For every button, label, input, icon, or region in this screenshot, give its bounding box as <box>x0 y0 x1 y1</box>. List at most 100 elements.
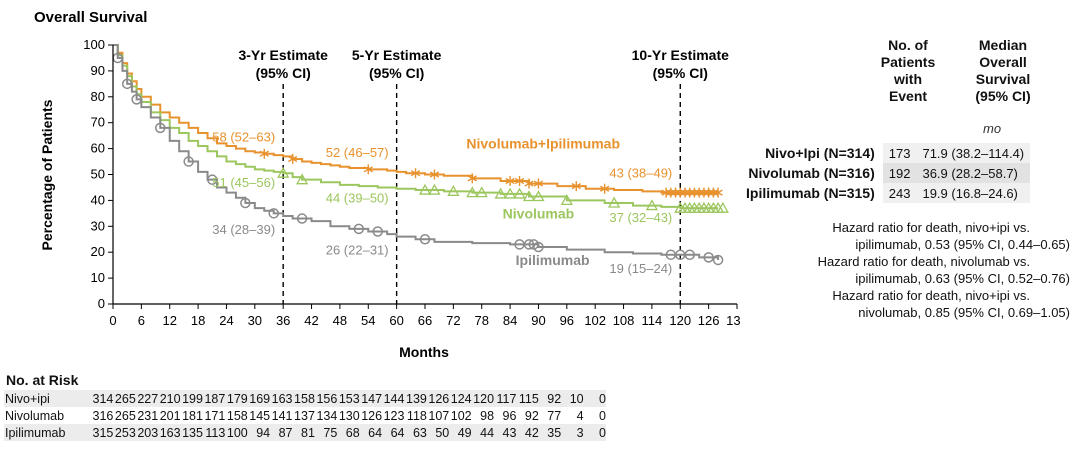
hazard-line: Hazard ratio for death, nivo+ipi vs. <box>832 220 1030 235</box>
x-tick-label: 54 <box>361 313 375 328</box>
risk-value: 135 <box>180 424 203 441</box>
risk-value: 201 <box>158 407 181 424</box>
risk-value: 115 <box>516 390 539 407</box>
censor-marker <box>353 223 365 235</box>
risk-row: Nivolumab 316 265 231 201 181 171 158 145 141 137 1… <box>4 407 606 424</box>
risk-value: 96 <box>494 407 517 424</box>
risk-value: 134 <box>314 407 338 424</box>
risk-table-title: No. at Risk <box>6 372 79 388</box>
censor-marker <box>287 153 298 164</box>
median-row-nivolumab: Nivolumab (N=316) 192 36.9 (28.2–58.7) <box>740 163 1031 183</box>
risk-value: 265 <box>113 390 136 407</box>
risk-value: 153 <box>337 390 360 407</box>
risk-value: 187 <box>202 390 226 407</box>
median-row-nivo-ipi: Nivo+Ipi (N=314) 173 71.9 (38.2–114.4) <box>740 143 1031 163</box>
estimate-value-label: 44 (39–50) <box>326 191 389 206</box>
censor-marker <box>207 174 218 185</box>
y-tick-label: 90 <box>91 63 105 78</box>
x-tick-label: 126 <box>698 313 720 328</box>
risk-value: 3 <box>561 424 584 441</box>
censor-marker <box>571 181 581 192</box>
x-tick-label: 42 <box>304 313 318 328</box>
censor-marker <box>533 241 544 253</box>
x-tick-label: 66 <box>418 313 432 328</box>
x-tick-label: 18 <box>191 313 205 328</box>
censor-marker <box>259 148 269 159</box>
risk-value: 137 <box>292 407 315 424</box>
censor-marker <box>410 168 421 179</box>
censor-marker <box>560 194 573 206</box>
median-value: 71.9 (38.2–114.4) <box>916 143 1031 163</box>
risk-value: 120 <box>471 390 495 407</box>
risk-value: 113 <box>202 424 226 441</box>
risk-row-label: Ipilimumab <box>4 424 91 441</box>
censor-marker <box>684 249 695 261</box>
censor-marker <box>514 175 525 186</box>
censor-marker <box>295 173 309 185</box>
survival-chart: Overall Survival 3-Yr Estimate (95% CI) 5-… <box>34 9 740 360</box>
estimate-label: (95% CI) <box>256 65 311 81</box>
risk-value: 64 <box>359 424 383 441</box>
events-value: 192 <box>882 163 917 183</box>
risk-value: 147 <box>359 390 383 407</box>
risk-row: Ipilimumab 315 253 203 163 135 113 100 94 87 81 75 6… <box>4 424 606 441</box>
censor-marker <box>494 187 507 199</box>
x-tick-label: 48 <box>333 313 347 328</box>
x-tick-label: 36 <box>276 313 290 328</box>
censor-marker <box>466 186 479 198</box>
y-tick-label: 50 <box>91 167 105 182</box>
censor-marker <box>296 213 308 224</box>
x-axis-label: Months <box>399 344 449 360</box>
series-name-label: Nivolumab <box>503 206 575 222</box>
risk-value: 81 <box>292 424 315 441</box>
censor-marker <box>503 187 517 199</box>
y-tick-label: 100 <box>83 37 105 52</box>
risk-value: 0 <box>583 407 606 424</box>
risk-value: 102 <box>449 407 472 424</box>
risk-value: 181 <box>180 407 203 424</box>
median-value: 19.9 (16.8–24.6) <box>916 183 1031 203</box>
risk-row-label: Nivo+ipi <box>4 390 91 407</box>
censor-marker <box>268 208 279 219</box>
row-label: Nivolumab (N=316) <box>748 165 875 181</box>
risk-value: 35 <box>538 424 562 441</box>
estimate-value-label: 43 (38–49) <box>609 166 672 181</box>
estimate-value-label: 51 (45–56) <box>212 175 275 190</box>
risk-value: 199 <box>180 390 203 407</box>
risk-value: 315 <box>91 424 114 441</box>
risk-value: 156 <box>314 390 338 407</box>
censor-marker <box>131 94 142 105</box>
risk-value: 144 <box>382 390 405 407</box>
risk-value: 158 <box>292 390 315 407</box>
risk-value: 139 <box>404 390 427 407</box>
median-value: 36.9 (28.2–58.7) <box>916 163 1031 183</box>
risk-value: 87 <box>270 424 293 441</box>
censor-marker <box>524 178 534 189</box>
risk-value: 130 <box>337 407 360 424</box>
risk-value: 231 <box>135 407 159 424</box>
censor-marker <box>121 78 133 90</box>
censor-marker <box>429 169 440 180</box>
x-tick-label: 84 <box>503 313 517 328</box>
hazard-line: ipilimumab, 0.63 (95% CI, 0.52–0.76) <box>855 271 1070 286</box>
censor-marker <box>419 234 431 245</box>
median-header: Median Overall Survival (95% CI) <box>975 37 1031 104</box>
y-tick-label: 60 <box>91 141 105 156</box>
series-line-nivolumab <box>113 44 719 210</box>
x-tick-label: 72 <box>446 313 460 328</box>
x-tick-label: 30 <box>248 313 262 328</box>
censor-marker <box>716 201 729 213</box>
censor-marker <box>183 156 194 167</box>
censor-marker <box>418 183 432 195</box>
risk-value: 158 <box>225 407 248 424</box>
x-tick-label: 114 <box>642 313 663 328</box>
estimate-value-label: 58 (52–63) <box>212 129 275 144</box>
risk-value: 0 <box>583 424 606 441</box>
risk-value: 77 <box>538 407 562 424</box>
censor-marker <box>645 199 659 211</box>
censor-marker <box>703 252 714 263</box>
risk-value: 43 <box>494 424 517 441</box>
x-tick-label: 0 <box>109 313 116 328</box>
risk-row-label: Nivolumab <box>4 407 91 424</box>
censor-marker <box>513 187 526 199</box>
